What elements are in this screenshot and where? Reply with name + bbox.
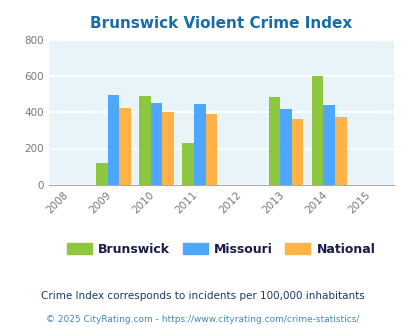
Bar [268,97,279,185]
Bar [205,114,217,185]
Bar [119,108,130,185]
Bar [139,96,150,185]
Bar [107,95,119,185]
Bar [194,104,205,185]
Bar [311,76,322,185]
Bar [150,103,162,185]
Bar [322,105,334,185]
Bar [279,109,291,185]
Bar [162,112,174,185]
Bar [182,143,194,185]
Text: © 2025 CityRating.com - https://www.cityrating.com/crime-statistics/: © 2025 CityRating.com - https://www.city… [46,315,359,324]
Legend: Brunswick, Missouri, National: Brunswick, Missouri, National [62,238,379,260]
Bar [291,118,303,185]
Bar [96,163,107,185]
Bar [334,117,346,185]
Text: Crime Index corresponds to incidents per 100,000 inhabitants: Crime Index corresponds to incidents per… [41,291,364,301]
Title: Brunswick Violent Crime Index: Brunswick Violent Crime Index [90,16,352,31]
